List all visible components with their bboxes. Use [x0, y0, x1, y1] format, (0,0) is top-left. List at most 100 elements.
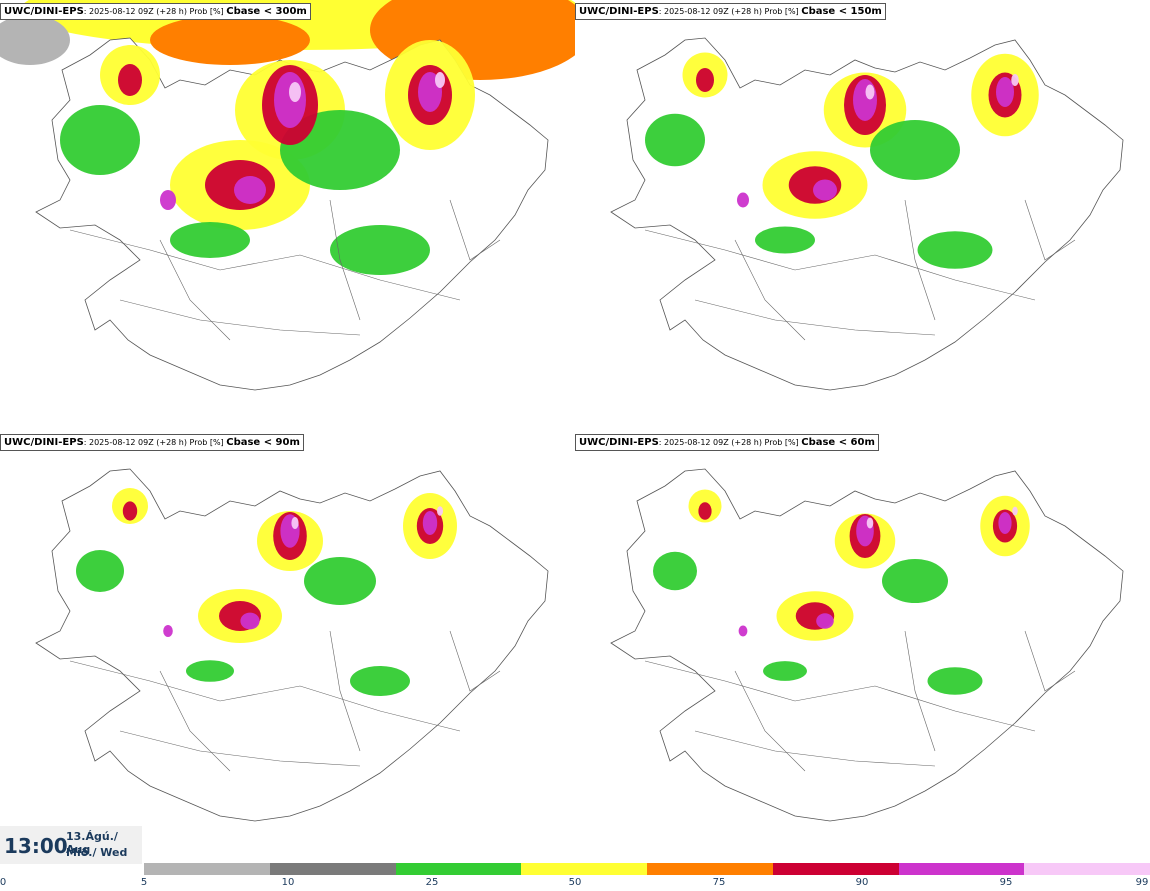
variable-name: Cbase < 60m	[801, 437, 875, 448]
colorbar-tick: 95	[999, 877, 1013, 888]
probability-area	[60, 105, 140, 175]
road-line	[449, 630, 501, 692]
model-name: UWC/DINI-EPS	[579, 6, 659, 17]
road-line	[1024, 199, 1076, 261]
colorbar-segment	[772, 863, 899, 875]
run-info: : 2025-08-12 09Z (+28 h) Prob [%]	[658, 7, 802, 16]
run-info: : 2025-08-12 09Z (+28 h) Prob [%]	[83, 438, 227, 447]
probability-area	[816, 613, 834, 629]
probability-area	[813, 179, 837, 201]
probability-area	[234, 176, 266, 204]
road-line	[904, 199, 936, 321]
road-line	[449, 199, 501, 261]
road-line	[329, 630, 361, 752]
probability-area	[870, 120, 960, 180]
road-line	[904, 630, 936, 752]
probability-area	[998, 512, 1012, 534]
probability-area	[645, 113, 705, 167]
probability-area	[1011, 74, 1019, 86]
probability-area	[653, 551, 697, 591]
probability-area	[122, 501, 138, 521]
colorbar-segment	[144, 863, 270, 875]
variable-name: Cbase < 150m	[801, 6, 882, 17]
valid-date: 13.Ágú./ Aug	[66, 830, 118, 856]
map-panel-60m: UWC/DINI-EPS: 2025-08-12 09Z (+28 h) Pro…	[575, 431, 1150, 861]
probability-area	[163, 625, 173, 637]
map-300m	[0, 0, 575, 391]
probability-area	[865, 84, 875, 100]
colorbar-tick: 75	[712, 877, 726, 888]
road-line	[329, 199, 361, 321]
map-150m	[610, 37, 1124, 391]
colorbar-tick: 99	[1135, 877, 1149, 888]
road-line	[69, 229, 461, 301]
colorbar-tick: 25	[425, 877, 439, 888]
run-info: : 2025-08-12 09Z (+28 h) Prob [%]	[658, 438, 802, 447]
road-line	[69, 660, 461, 732]
probability-area	[917, 231, 993, 269]
colorbar-tick: 0	[0, 877, 7, 888]
probability-area	[291, 517, 299, 529]
probability-area	[437, 506, 443, 516]
probability-area	[150, 15, 310, 65]
colorbar-tick: 50	[568, 877, 582, 888]
probability-area	[435, 72, 445, 88]
probability-area	[738, 625, 748, 637]
variable-name: Cbase < 300m	[226, 6, 307, 17]
probability-area	[696, 68, 714, 92]
road-line	[734, 670, 806, 772]
road-line	[1024, 630, 1076, 692]
colorbar-segment	[269, 863, 396, 875]
iceland-outline	[610, 468, 1124, 822]
road-line	[119, 299, 361, 336]
probability-area	[698, 502, 712, 520]
probability-area	[330, 225, 430, 275]
valid-weekday: Mið./ Wed	[66, 846, 128, 859]
probability-area	[160, 190, 176, 210]
probability-area	[289, 82, 301, 102]
probability-area	[186, 660, 234, 682]
panel-title: UWC/DINI-EPS: 2025-08-12 09Z (+28 h) Pro…	[0, 434, 304, 451]
colorbar-segment	[647, 863, 773, 875]
road-line	[734, 239, 806, 341]
valid-time-box: 13:00 13.Ágú./ Aug Mið./ Wed	[0, 826, 142, 864]
road-line	[159, 670, 231, 772]
probability-area	[866, 517, 874, 529]
colorbar-tick: 90	[855, 877, 869, 888]
colorbar-tick: 10	[281, 877, 295, 888]
probability-area	[853, 79, 877, 121]
panel-title: UWC/DINI-EPS: 2025-08-12 09Z (+28 h) Pro…	[0, 3, 311, 20]
colorbar-segment	[898, 863, 1025, 875]
run-info: : 2025-08-12 09Z (+28 h) Prob [%]	[83, 7, 227, 16]
map-panel-90m: UWC/DINI-EPS: 2025-08-12 09Z (+28 h) Pro…	[0, 431, 575, 861]
iceland-outline	[35, 468, 549, 822]
probability-area	[274, 72, 306, 128]
colorbar	[144, 863, 1150, 875]
probability-area	[118, 64, 142, 96]
valid-time: 13:00	[4, 834, 68, 858]
probability-area	[350, 666, 410, 696]
panel-title: UWC/DINI-EPS: 2025-08-12 09Z (+28 h) Pro…	[575, 434, 879, 451]
probability-area	[763, 661, 807, 681]
probability-area	[0, 15, 70, 65]
road-line	[694, 730, 936, 767]
probability-area	[170, 222, 250, 258]
map-panel-150m: UWC/DINI-EPS: 2025-08-12 09Z (+28 h) Pro…	[575, 0, 1150, 430]
probability-area	[927, 667, 983, 695]
probability-area	[304, 557, 376, 605]
model-name: UWC/DINI-EPS	[4, 6, 84, 17]
probability-area	[422, 511, 438, 535]
probability-area	[240, 612, 260, 630]
map-90m	[35, 468, 549, 822]
model-name: UWC/DINI-EPS	[4, 437, 84, 448]
road-line	[644, 660, 1036, 732]
probability-area	[737, 192, 749, 208]
colorbar-tick: 5	[140, 877, 148, 888]
road-line	[119, 730, 361, 767]
road-line	[694, 299, 936, 336]
map-panel-300m: UWC/DINI-EPS: 2025-08-12 09Z (+28 h) Pro…	[0, 0, 575, 430]
road-line	[644, 229, 1036, 301]
probability-area	[1012, 506, 1018, 516]
colorbar-segment	[1024, 863, 1150, 875]
model-name: UWC/DINI-EPS	[579, 437, 659, 448]
